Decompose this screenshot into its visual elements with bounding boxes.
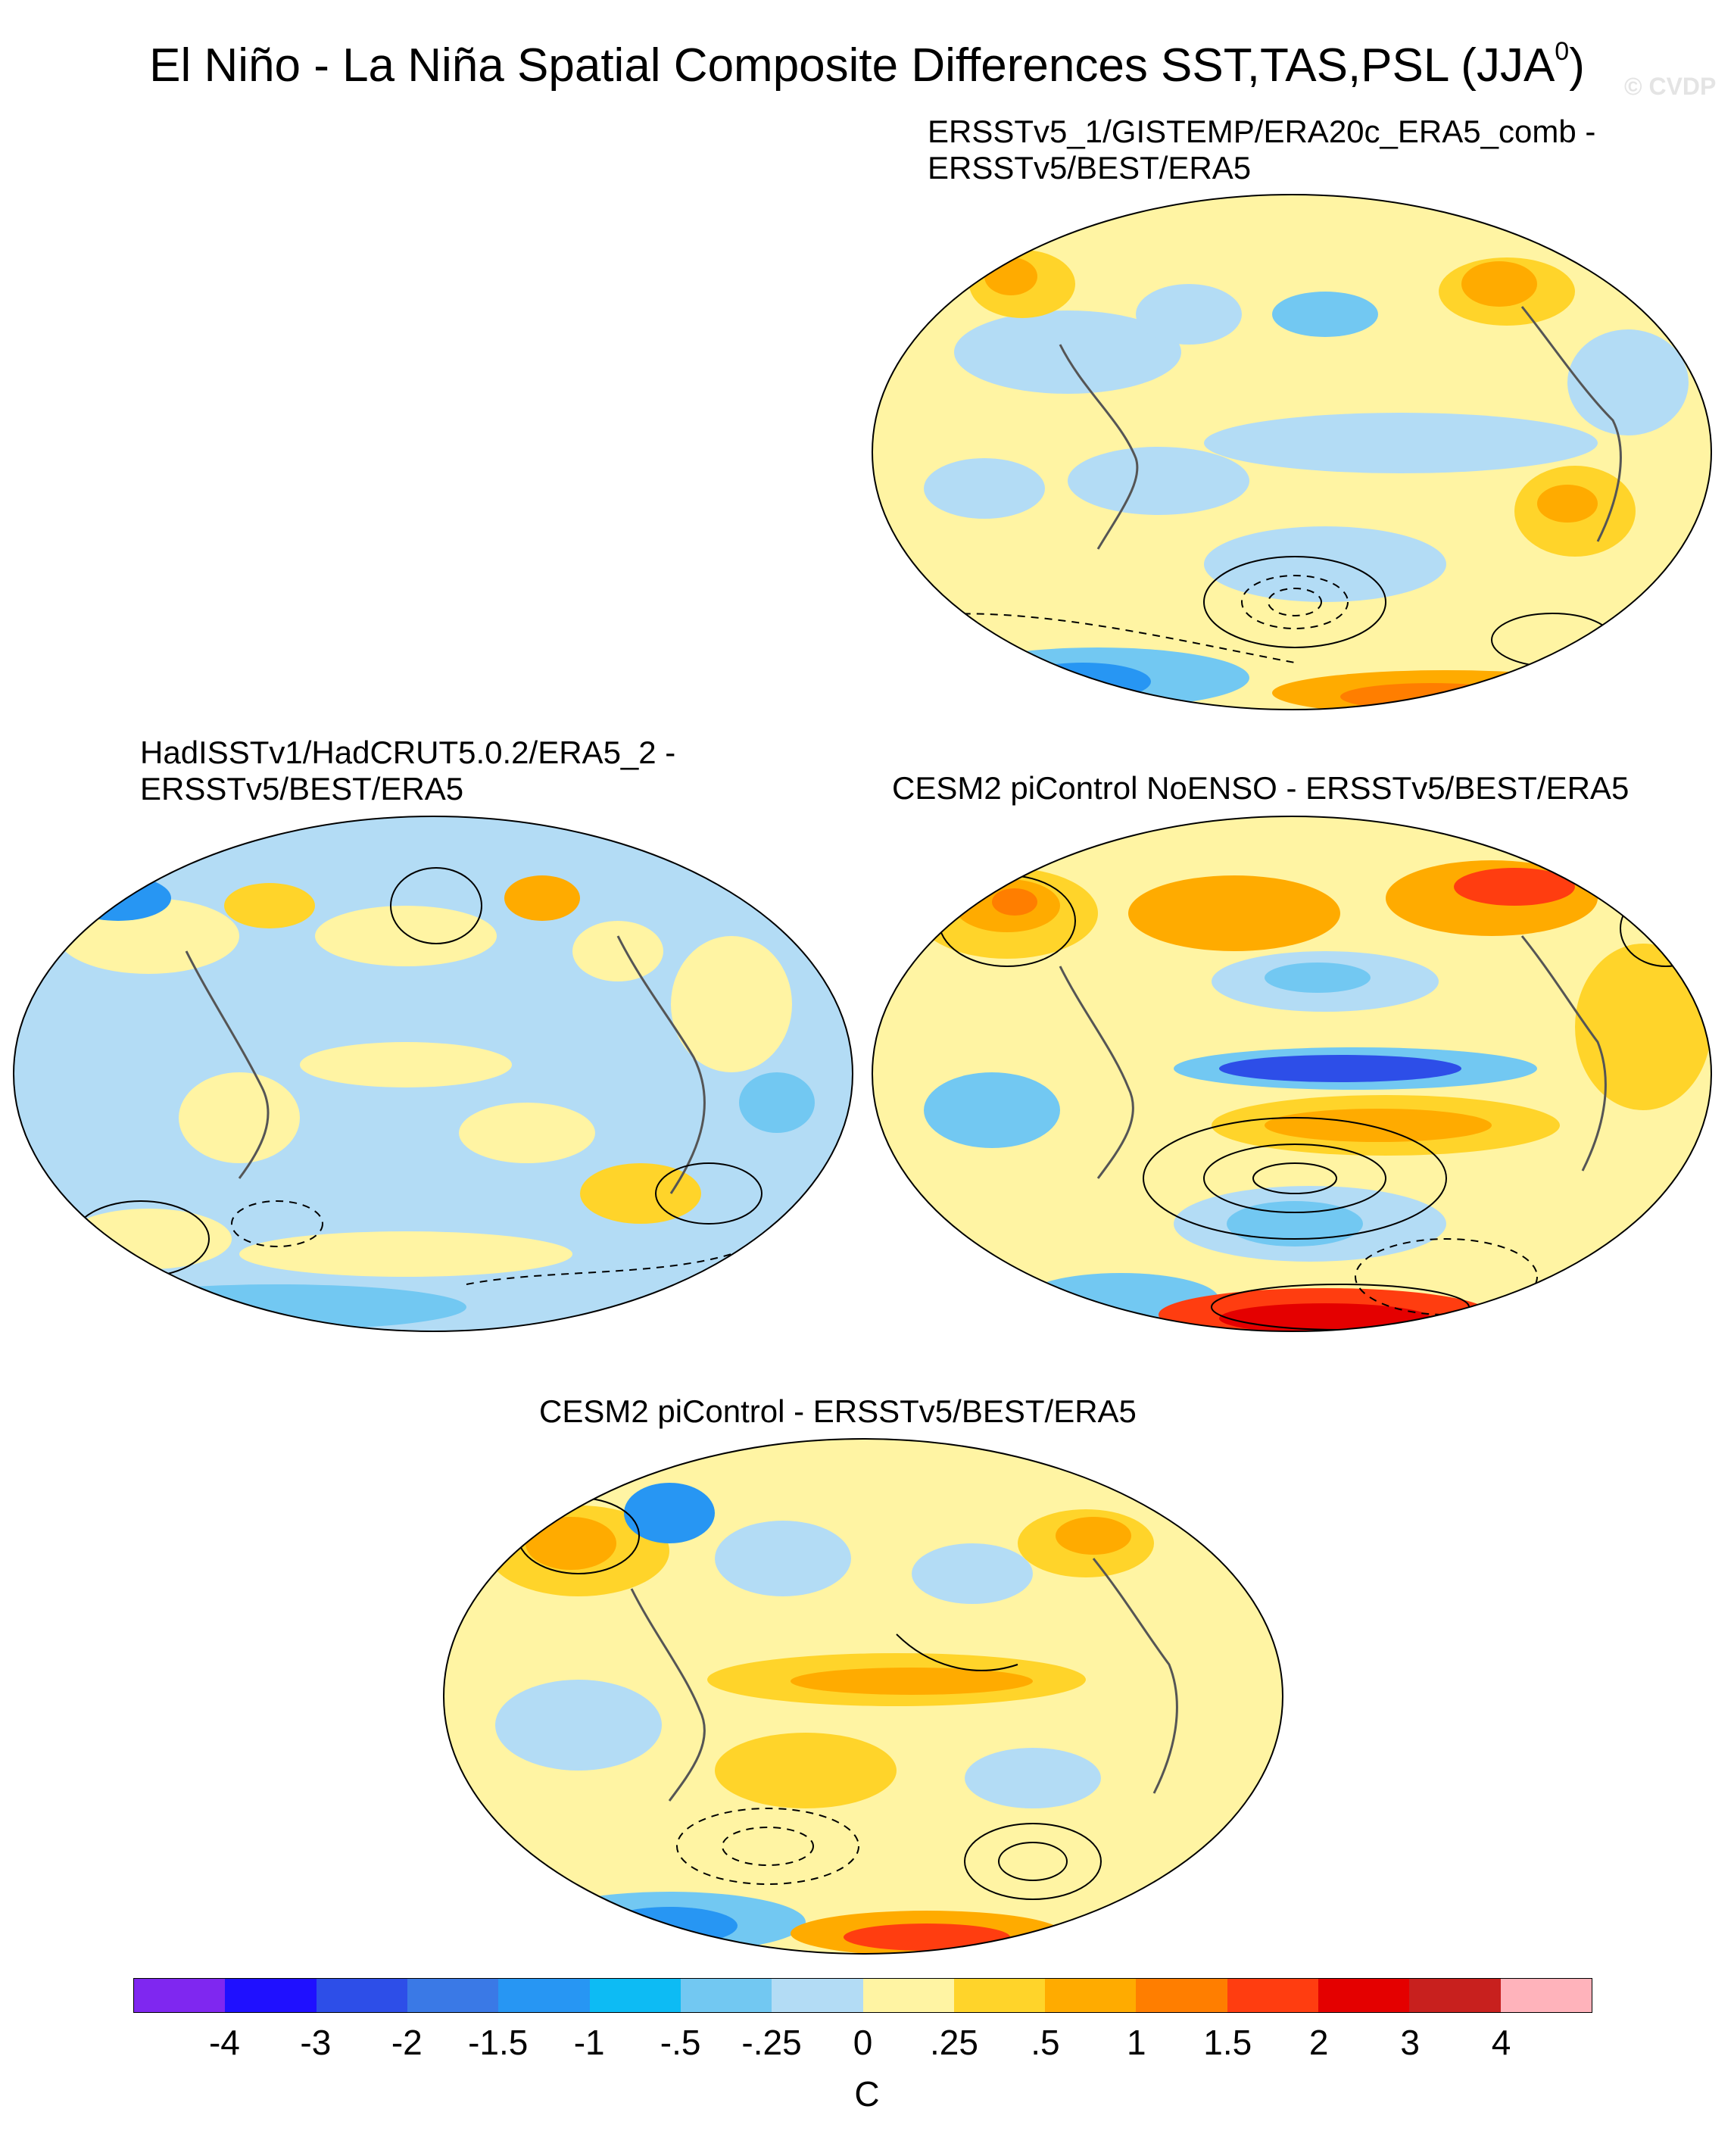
colorbar-tick-label: -.25 [741,2023,802,2062]
colorbar-swatch [1500,1979,1592,2012]
colorbar-swatch [407,1979,499,2012]
colorbar-swatch [680,1979,772,2012]
colorbar-swatch [1136,1979,1227,2012]
panel-title-picontrol: CESM2 piControl - ERSSTv5/BEST/ERA5 [539,1393,1137,1429]
colorbar-tick-label: -1.5 [468,2023,529,2062]
colorbar-swatch [1409,1979,1501,2012]
colorbar [133,1978,1592,2013]
colorbar-tick-label: -4 [208,2023,240,2062]
colorbar-swatch [134,1979,226,2012]
figure-title: El Niño - La Niña Spatial Composite Diff… [149,37,1585,92]
colorbar-tick-label: -3 [300,2023,332,2062]
colorbar-swatch [225,1979,317,2012]
colorbar-swatch [953,1979,1046,2012]
colorbar-swatch [1227,1979,1319,2012]
colorbar-tick-label: 1 [1127,2023,1146,2062]
map-hadisst [12,815,854,1333]
colorbar-tick-label: 0 [853,2023,873,2062]
colorbar-units: C [854,2074,880,2114]
colorbar-swatch [498,1979,590,2012]
panel-title-hadisst: HadISSTv1/HadCRUT5.0.2/ERA5_2 - ERSSTv5/… [140,735,676,807]
map-noenso [871,815,1713,1333]
colorbar-tick-label: 2 [1308,2023,1329,2062]
colorbar-tick-label: 1.5 [1203,2023,1252,2062]
map-ersst [871,193,1713,711]
colorbar-tick-label: 4 [1491,2023,1511,2062]
colorbar-swatch [316,1979,407,2012]
colorbar-tick-label: 3 [1400,2023,1420,2062]
colorbar-swatch [589,1979,681,2012]
colorbar-tick-label: -2 [391,2023,423,2062]
colorbar-swatch [862,1979,954,2012]
watermark: © CVDP [1624,73,1717,100]
colorbar-swatch [772,1979,863,2012]
colorbar-tick-label: -1 [573,2023,605,2062]
colorbar-ticks: -4 -3 -2 -1.5 -1 -.5 -.25 0 .25 .5 1 1.5 2 3 4 [133,2022,1592,2067]
panel-title-noenso: CESM2 piControl NoENSO - ERSSTv5/BEST/ER… [892,770,1630,806]
colorbar-tick-label: .5 [1031,2023,1060,2062]
colorbar-swatch [1318,1979,1410,2012]
panel-title-ersst: ERSSTv5_1/GISTEMP/ERA20c_ERA5_comb - ERS… [928,114,1596,186]
map-picontrol [442,1437,1284,1955]
colorbar-swatch [1045,1979,1137,2012]
colorbar-tick-label: -.5 [660,2023,701,2062]
colorbar-tick-label: .25 [929,2023,978,2062]
